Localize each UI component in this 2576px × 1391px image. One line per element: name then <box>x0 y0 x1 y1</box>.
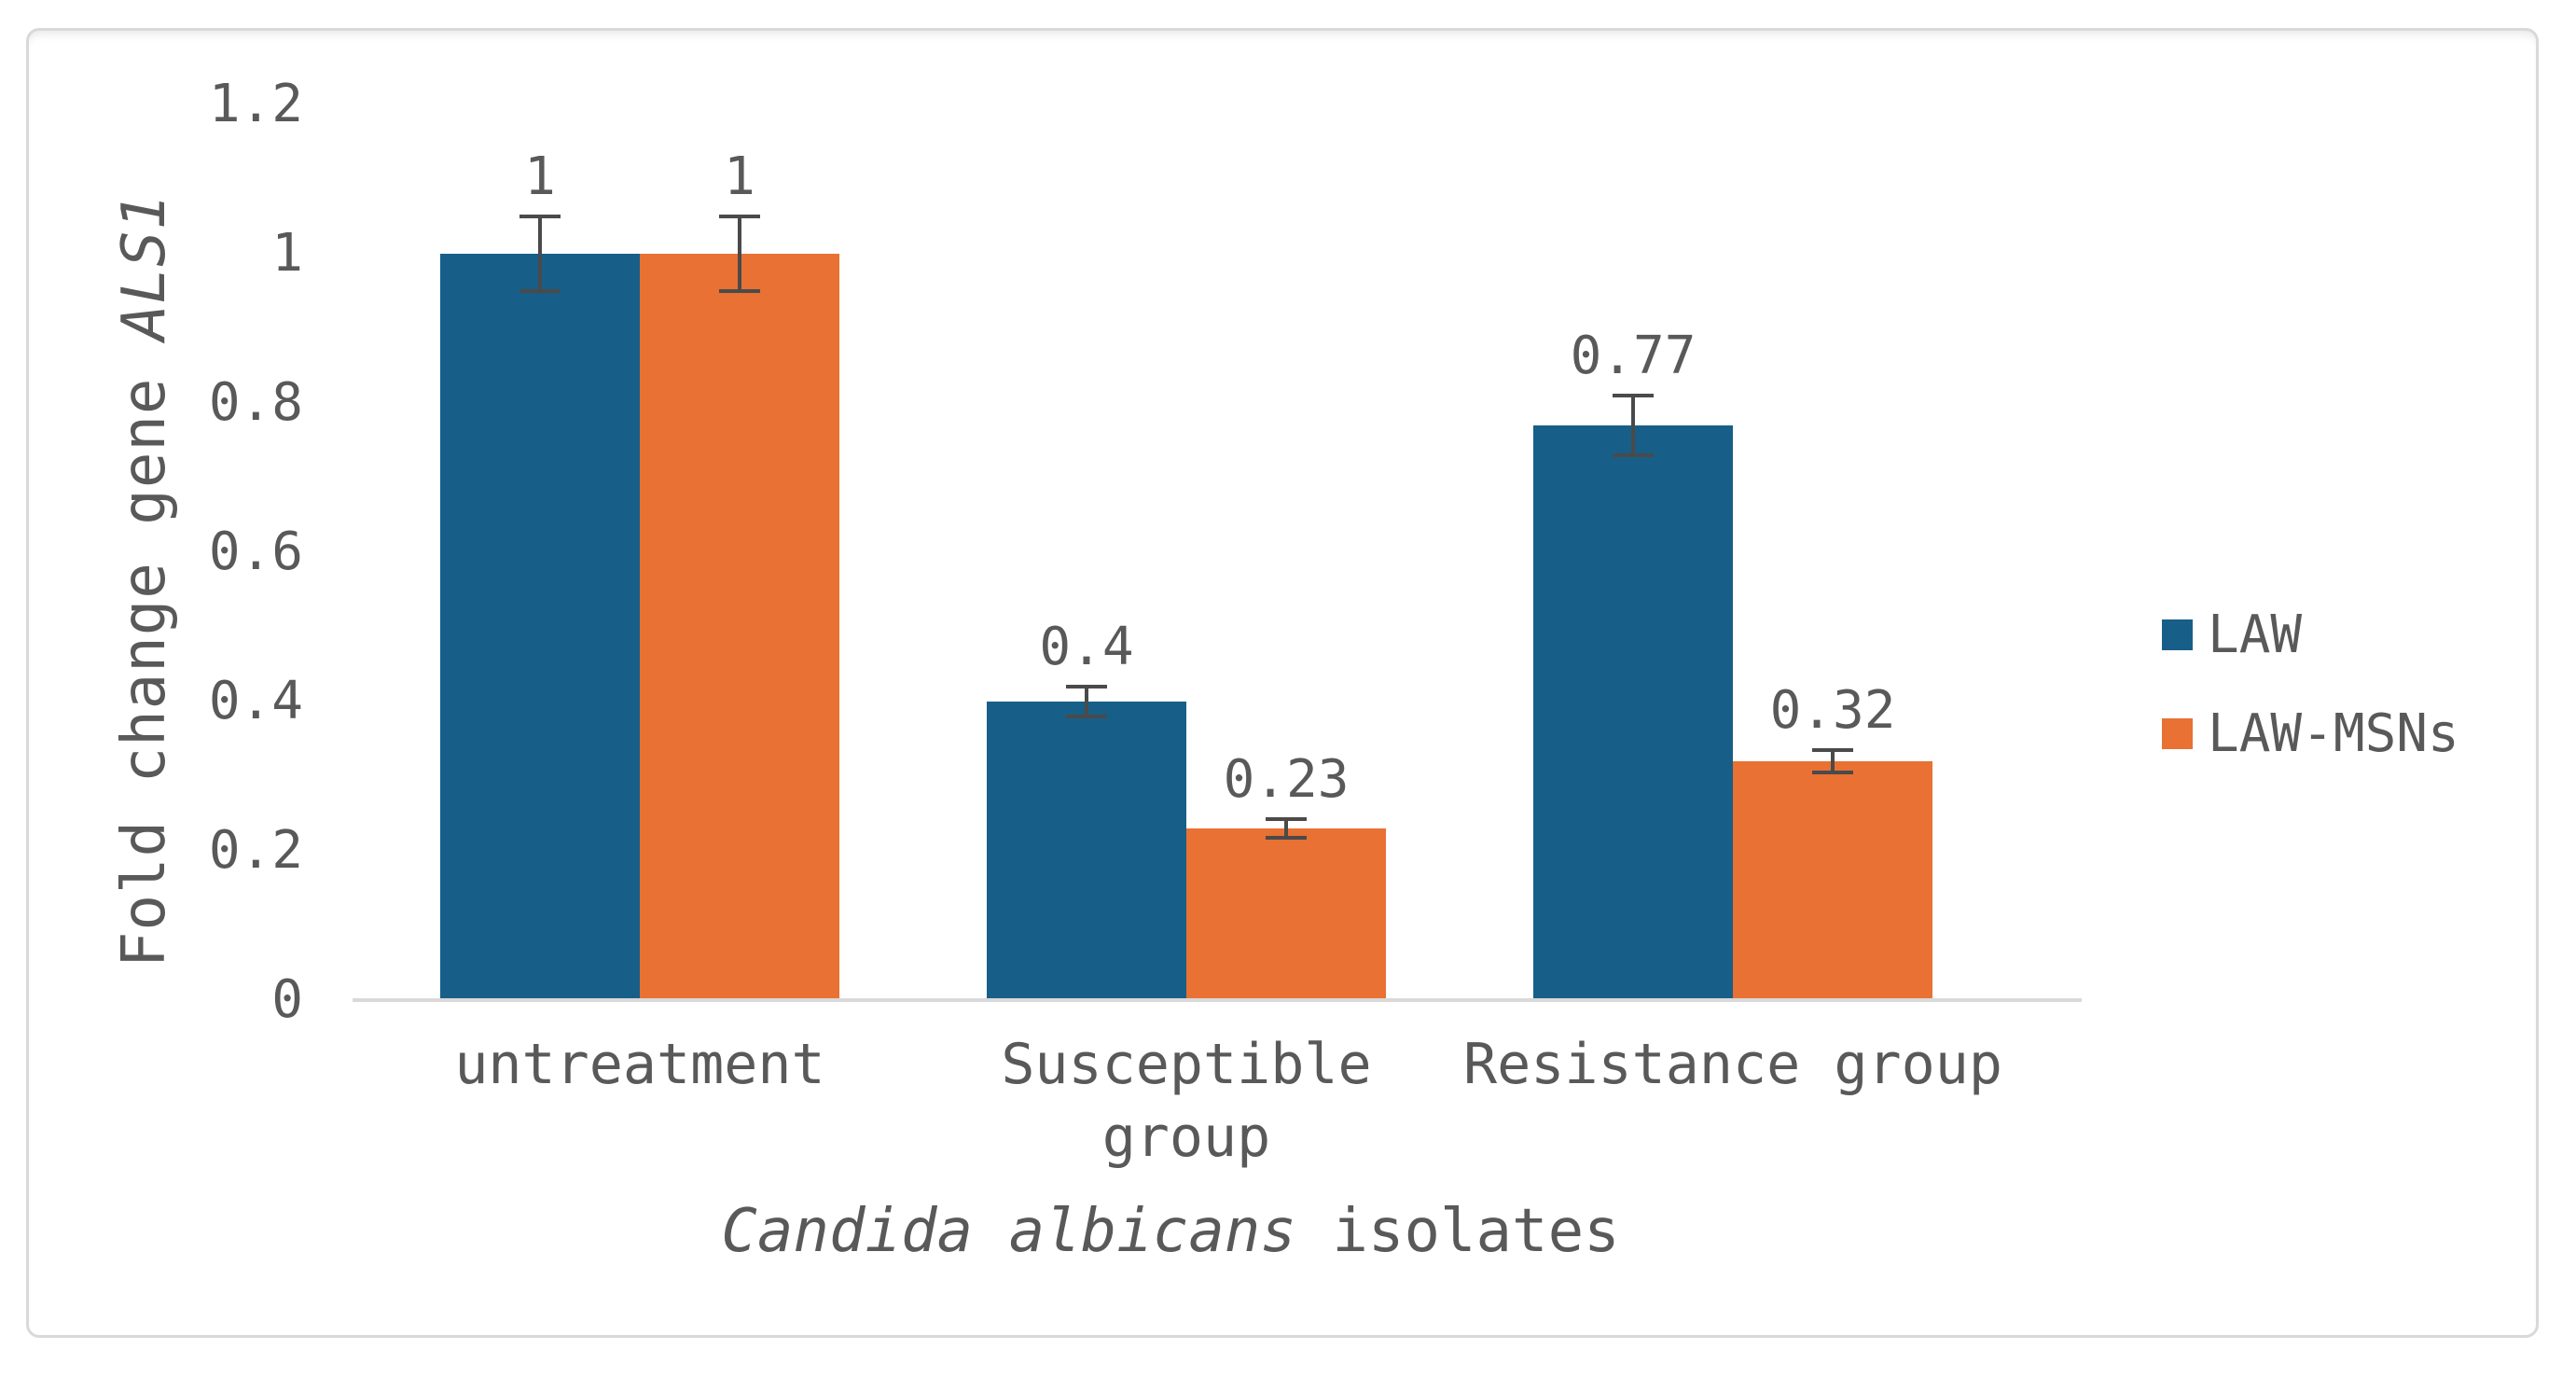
error-bar-cap <box>719 215 760 218</box>
bar-law-msns-resistance <box>1733 761 1932 1000</box>
error-bar-cap <box>1613 394 1654 397</box>
value-label: 0.4 <box>1039 617 1134 677</box>
bar-law-resistance <box>1533 425 1733 1000</box>
x-axis-title: Candida albicans isolates <box>378 1197 1963 1266</box>
value-label: 1 <box>724 146 755 207</box>
y-tick-label: 0.6 <box>208 522 303 582</box>
value-label: 0.77 <box>1570 326 1697 386</box>
bar-law-susceptible <box>987 702 1186 1000</box>
x-axis-line <box>353 998 2082 1002</box>
error-bar-line <box>1085 687 1088 716</box>
error-bar-cap <box>1812 771 1853 774</box>
x-axis-title-italic: Candida albicans <box>721 1197 1296 1266</box>
y-tick-label: 1 <box>271 223 303 284</box>
error-bar-cap <box>719 289 760 293</box>
bar-law-msns-untreatment <box>640 254 839 1000</box>
error-bar-line <box>738 216 741 291</box>
error-bar-cap <box>1266 835 1307 840</box>
legend-label-law: LAW <box>2208 604 2303 665</box>
error-bar-line <box>1831 750 1835 772</box>
y-tick-label: 0.2 <box>208 820 303 881</box>
y-tick-label: 1.2 <box>208 74 303 134</box>
value-label: 1 <box>524 146 556 207</box>
value-label: 0.23 <box>1223 749 1350 811</box>
x-axis-title-regular: isolates <box>1295 1197 1620 1266</box>
bar-law-msns-susceptible <box>1186 828 1386 1000</box>
error-bar-cap <box>519 215 561 218</box>
error-bar-cap <box>1066 715 1107 718</box>
error-bar-line <box>1631 396 1635 455</box>
y-tick-label: 0 <box>271 969 303 1030</box>
category-label-resistance group: Resistance group <box>1463 1032 2002 1097</box>
error-bar-cap <box>1266 817 1307 822</box>
category-label-susceptible: Susceptible group <box>1001 1032 1372 1170</box>
value-label: 0.32 <box>1769 680 1896 741</box>
error-bar-cap <box>1812 748 1853 752</box>
legend-swatch-law-msns-icon <box>2162 717 2193 749</box>
error-bar-cap <box>1613 453 1654 457</box>
y-tick-label: 0.8 <box>208 372 303 433</box>
y-tick-label: 0.4 <box>208 671 303 731</box>
bar-law-untreatment <box>440 254 640 1000</box>
legend-item-law-msns: LAW-MSNs <box>2162 702 2459 764</box>
category-label-untreatment: untreatment <box>454 1032 825 1097</box>
legend-item-law: LAW <box>2162 604 2459 665</box>
error-bar-cap <box>1066 685 1107 689</box>
error-bar-line <box>1284 819 1288 838</box>
legend-swatch-law-icon <box>2162 619 2193 650</box>
error-bar-cap <box>519 289 561 293</box>
error-bar-line <box>538 216 542 291</box>
legend: LAW LAW-MSNs <box>2162 604 2459 804</box>
legend-label-law-msns: LAW-MSNs <box>2208 702 2459 764</box>
